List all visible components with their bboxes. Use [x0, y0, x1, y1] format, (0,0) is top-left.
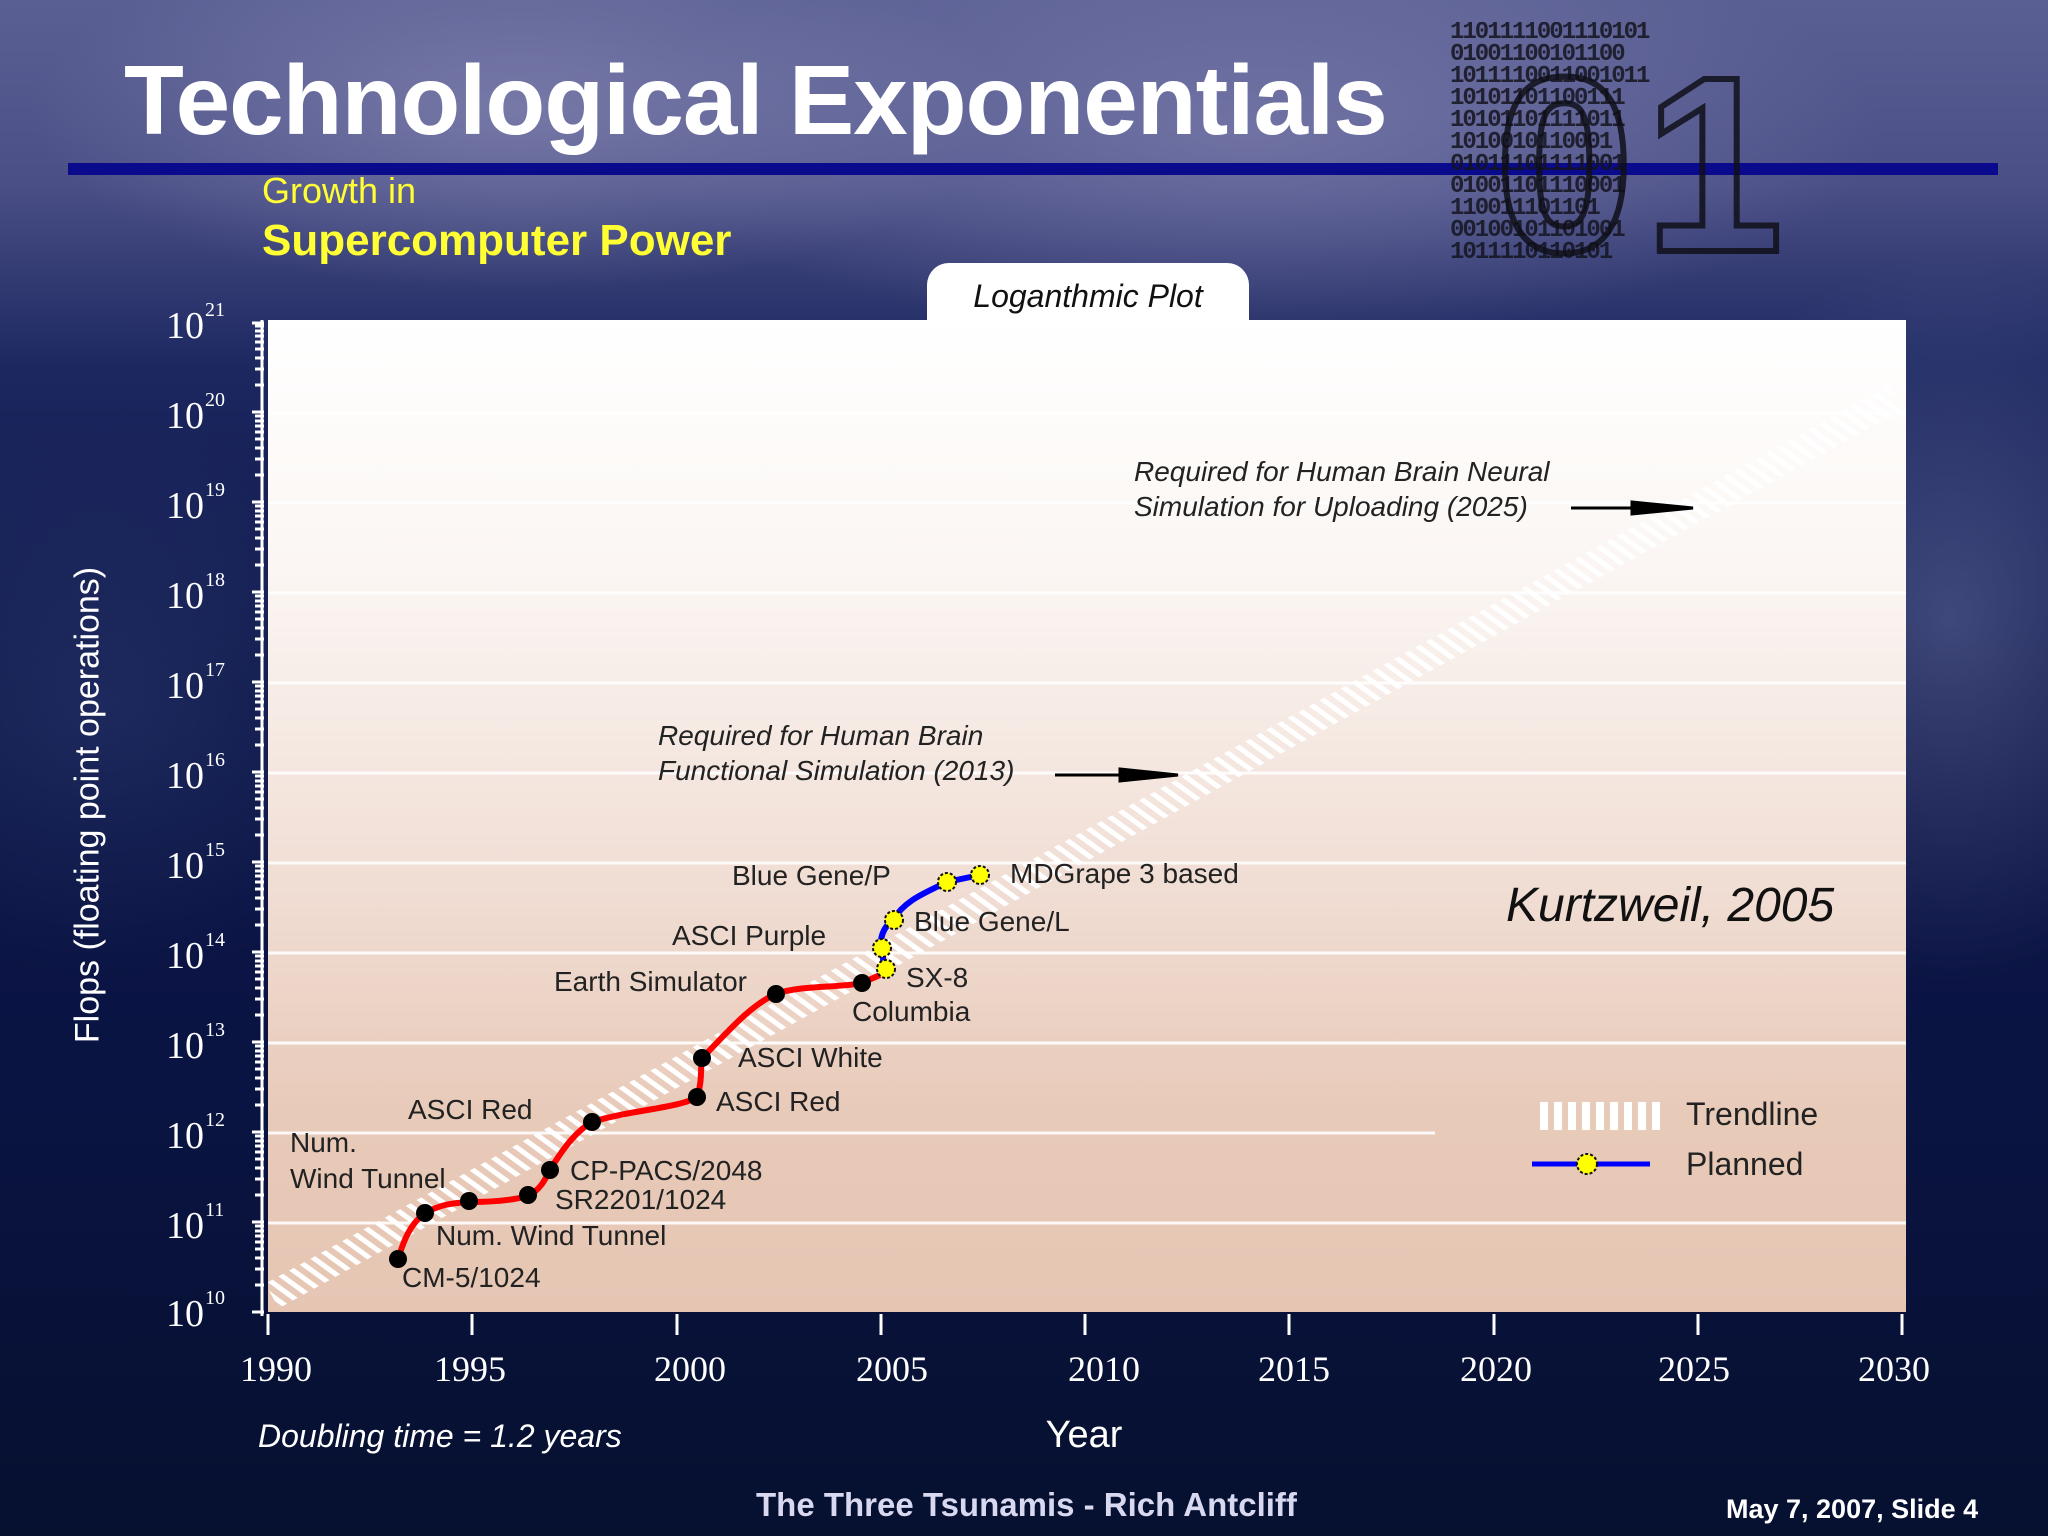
y-tick-1e12: 1012: [166, 1109, 225, 1157]
label-num-wind-tunnel-low: Num. Wind Tunnel: [436, 1220, 667, 1251]
y-tick-1e21: 1021: [166, 299, 225, 347]
label-cp-pacs: CP-PACS/2048: [570, 1155, 763, 1186]
label-asci-purple: ASCI Purple: [672, 920, 827, 951]
slide-title: Technological Exponentials: [124, 45, 1388, 155]
binary-logo-art: 1101111001110101 01001100101100 10111100…: [1450, 22, 1650, 266]
gridlines: [268, 321, 1906, 1225]
chart-subtitle-line2: Supercomputer Power: [262, 216, 732, 265]
y-tick-1e13: 1013: [166, 1019, 225, 1067]
label-sx8: SX-8: [906, 962, 969, 993]
binary-logo-digits: 01: [1492, 25, 1794, 304]
legend-planned-label: Planned: [1686, 1146, 1804, 1182]
x-tick-2030: 2030: [1858, 1349, 1930, 1389]
label-blue-gene-p: Blue Gene/P: [732, 860, 891, 891]
annotation-arrows: [1055, 500, 1694, 783]
y-tick-1e18: 1018: [166, 569, 225, 617]
plot-type-tab: Loganthmic Plot: [927, 263, 1249, 321]
label-earth-simulator: Earth Simulator: [554, 966, 747, 997]
legend-trendline-label: Trendline: [1686, 1096, 1819, 1132]
chart-subtitle-line1: Growth in: [262, 170, 417, 211]
x-axis-label: Year: [1045, 1414, 1123, 1456]
x-tick-1990: 1990: [240, 1349, 312, 1389]
x-tick-2005: 2005: [856, 1349, 928, 1389]
label-asci-white: ASCI White: [738, 1042, 883, 1073]
label-blue-gene-l: Blue Gene/L: [914, 906, 1070, 937]
footer-date-slide: May 7, 2007, Slide 4: [1726, 1494, 1979, 1524]
x-tick-2015: 2015: [1258, 1349, 1330, 1389]
source-credit: Kurtzweil, 2005: [1506, 879, 1835, 932]
x-tick-2020: 2020: [1460, 1349, 1532, 1389]
x-tick-2010: 2010: [1068, 1349, 1140, 1389]
x-tick-2000: 2000: [654, 1349, 726, 1389]
actual-markers: [389, 974, 871, 1268]
planned-series-line: [877, 872, 981, 977]
label-columbia: Columbia: [852, 996, 971, 1027]
x-tick-2025: 2025: [1658, 1349, 1730, 1389]
y-tick-1e16: 1016: [166, 749, 225, 797]
x-axis: [266, 1314, 1904, 1335]
label-num-wind-tunnel-high: Num. Wind Tunnel: [290, 1127, 446, 1194]
y-tick-1e10: 1010: [166, 1287, 225, 1335]
trendline: [265, 385, 1902, 1309]
planned-markers: [872, 865, 990, 979]
title-underline: [68, 163, 1998, 175]
y-tick-1e15: 1015: [166, 839, 225, 887]
annotation-neural-simulation: Required for Human Brain Neural Simulati…: [1134, 456, 1550, 522]
label-mdgrape: MDGrape 3 based: [1010, 858, 1239, 889]
x-tick-1995: 1995: [434, 1349, 506, 1389]
y-tick-1e19: 1019: [166, 479, 225, 527]
y-tick-1e20: 1020: [166, 389, 225, 437]
label-asci-red-1997: ASCI Red: [408, 1094, 533, 1125]
footer-presentation-title: The Three Tsunamis - Rich Antcliff: [756, 1486, 1297, 1523]
label-sr2201: SR2201/1024: [555, 1184, 727, 1215]
label-cm5: CM-5/1024: [402, 1262, 541, 1293]
legend-planned-marker: [1576, 1153, 1598, 1175]
legend-trendline-swatch: [1534, 1102, 1662, 1130]
label-asci-red-2000: ASCI Red: [716, 1086, 841, 1117]
doubling-time-note: Doubling time = 1.2 years: [258, 1418, 622, 1454]
y-tick-1e11: 1011: [166, 1199, 225, 1247]
y-axis-label: Flops (floating point operations): [68, 566, 107, 1044]
y-tick-1e14: 1014: [166, 929, 225, 977]
y-axis: [250, 320, 266, 1316]
y-tick-1e17: 1017: [166, 659, 225, 707]
annotation-functional-simulation: Required for Human Brain Functional Simu…: [658, 720, 1015, 786]
